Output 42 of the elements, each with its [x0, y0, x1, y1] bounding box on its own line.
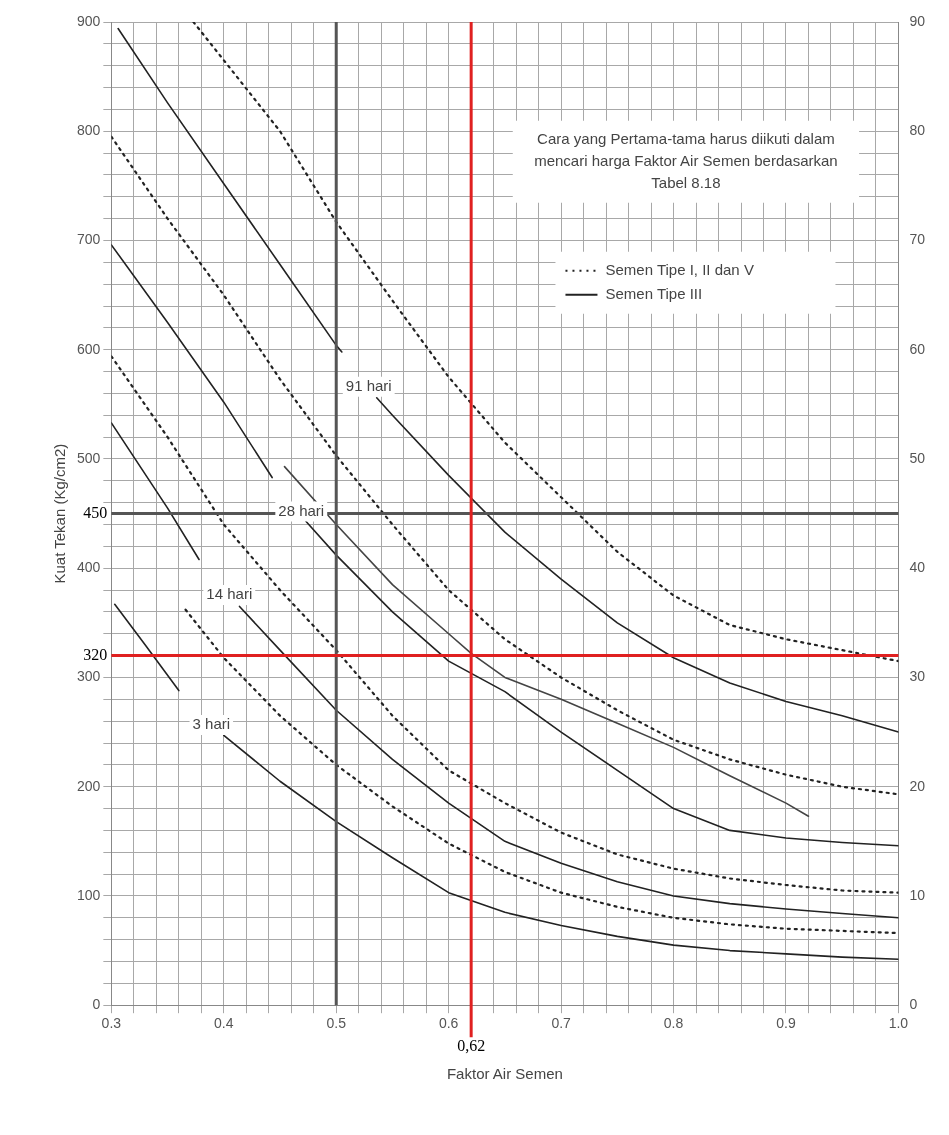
y2-tick-label: 10: [909, 886, 926, 903]
x-tick-label: 0.8: [663, 1015, 684, 1032]
y2-tick-label: 50: [909, 449, 926, 466]
annotation: 91 hari: [345, 377, 392, 394]
annotation: 14 hari: [206, 585, 253, 603]
annotation: 28 hari: [278, 501, 325, 519]
x-tick-label: 1.0: [888, 1015, 909, 1032]
line-series: [184, 608, 899, 935]
y-tick-label: 700: [77, 231, 101, 248]
x-tick-label: 0.3: [101, 1015, 122, 1032]
y-tick-label: 200: [77, 777, 101, 794]
x-axis-title: Faktor Air Semen: [446, 1065, 563, 1083]
line-series: [192, 22, 899, 663]
x-tick-label: 0.6: [438, 1015, 459, 1032]
ref-line-label: 450: [83, 503, 108, 521]
x-tick-label: 0.5: [326, 1015, 347, 1032]
y2-tick-label: 80: [909, 122, 926, 139]
y-tick-label: 300: [77, 668, 101, 685]
y-tick-label: 800: [77, 122, 101, 139]
y2-tick-label: 70: [909, 231, 926, 248]
y2-tick-label: 0: [909, 996, 918, 1013]
x-tick-label: 0.7: [551, 1015, 572, 1032]
annotation: Cara yang Pertama-tama harus diikuti dalam mencari harga Faktor Air Semen berdasarkan Tabel 8.18: [534, 129, 838, 191]
y-tick-label: 600: [77, 340, 101, 357]
legend-label: Semen Tipe I, II dan V: [605, 260, 754, 278]
y2-tick-label: 60: [909, 340, 926, 357]
x-tick-label: 0.4: [214, 1015, 234, 1032]
x-tick-label: 0.9: [776, 1015, 796, 1032]
y-tick-label: 400: [77, 559, 101, 576]
y-tick-label: 900: [77, 12, 101, 29]
ref-line-label: 320: [83, 645, 108, 663]
legend-label: Semen Tipe III: [605, 284, 703, 302]
annotation: 3 hari: [192, 715, 231, 733]
y2-tick-label: 90: [909, 12, 926, 29]
y-tick-label: 100: [77, 886, 101, 903]
y-tick-label: 0: [92, 996, 101, 1013]
y2-tick-label: 30: [909, 668, 926, 685]
y-axis-title: Kuat Tekan (Kg/cm2): [51, 443, 69, 584]
y2-tick-label: 20: [909, 777, 926, 794]
ref-line-label: 0,62: [457, 1037, 486, 1055]
y2-tick-label: 40: [909, 559, 926, 576]
y-tick-label: 500: [77, 449, 101, 466]
